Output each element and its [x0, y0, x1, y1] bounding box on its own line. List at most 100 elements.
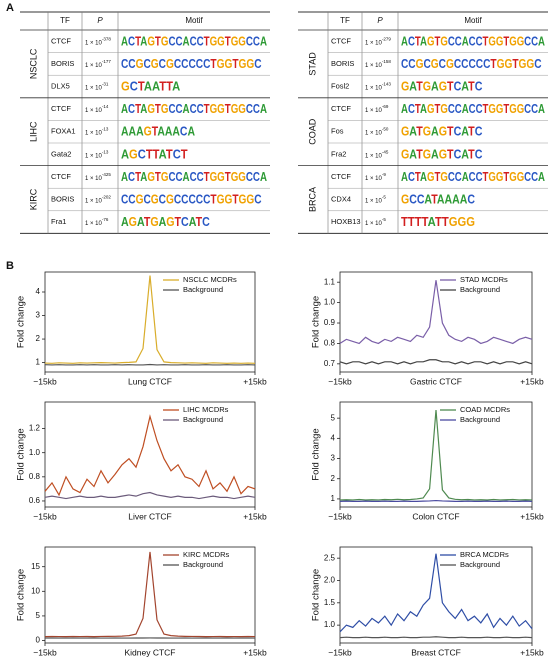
motif-base: G — [238, 34, 246, 49]
motif-base: G — [517, 102, 524, 117]
legend-label: LIHC MCDRs — [183, 405, 229, 414]
motif-base: C — [180, 124, 188, 139]
tf-name: Fosl2 — [331, 81, 349, 90]
p-exponent: -45 — [382, 149, 389, 154]
motif-base: T — [153, 147, 160, 162]
motif-base: C — [188, 192, 196, 207]
motif-base: T — [503, 169, 509, 184]
legend-label: STAD MCDRs — [460, 275, 508, 284]
motif-base: C — [469, 102, 476, 117]
motif-base: G — [401, 124, 409, 139]
motif-base: G — [217, 102, 225, 117]
p-base: 1 × 10 — [85, 108, 103, 114]
y-axis-label: Fold change — [16, 428, 27, 480]
motif-base: G — [504, 56, 512, 71]
p-base: 1 × 10 — [85, 175, 103, 181]
x-tick-label: +15kb — [520, 647, 544, 657]
motif-base: G — [439, 124, 447, 139]
motif-base: A — [260, 102, 267, 117]
motif-base: A — [461, 79, 469, 94]
motif-base: A — [420, 169, 427, 184]
p-value: 1 × 10-177 — [85, 59, 111, 68]
p-base: 1 × 10 — [85, 40, 103, 46]
motif-base: A — [129, 124, 137, 139]
y-tick-label: 3 — [36, 311, 41, 320]
motif-base: C — [476, 102, 483, 117]
motif-base: A — [401, 34, 408, 49]
motif-base: C — [130, 79, 139, 94]
motif-base: A — [538, 102, 545, 117]
motif-base: G — [147, 102, 155, 117]
motif-base: A — [420, 34, 427, 49]
motif-base: A — [538, 169, 545, 184]
motif-base: C — [531, 34, 538, 49]
motif-base: C — [476, 56, 484, 71]
p-base: 1 × 10 — [365, 221, 383, 227]
x-tick-label: +15kb — [520, 511, 544, 521]
motif-base: G — [431, 56, 439, 71]
motif-base: T — [146, 147, 153, 162]
y-tick-label: 1.0 — [29, 448, 41, 457]
motif-base: T — [415, 215, 422, 230]
motif-base: C — [175, 102, 182, 117]
motif-base: G — [423, 79, 431, 94]
motif-base: A — [159, 147, 168, 162]
x-axis-label: Breast CTCF — [411, 647, 461, 657]
motif-base: T — [503, 102, 509, 117]
motif-base: T — [175, 215, 182, 230]
motif-base: C — [454, 124, 462, 139]
motif-logo: CCGCGCGCCCCCTGGTGGC — [121, 192, 262, 207]
motif-base: G — [238, 169, 246, 184]
p-value: 1 × 10-13 — [85, 149, 109, 158]
motif-base: G — [246, 56, 254, 71]
p-base: 1 × 10 — [85, 130, 103, 136]
motif-base: G — [440, 34, 447, 49]
motif-base: A — [461, 124, 469, 139]
motif-base: G — [161, 169, 169, 184]
motif-base: G — [121, 79, 130, 94]
motif-logo: TTTTATTGGG — [401, 215, 475, 230]
motif-base: A — [538, 34, 545, 49]
motif-base: G — [161, 34, 169, 49]
motif-base: T — [225, 169, 231, 184]
motif-base: C — [483, 56, 491, 71]
motif-base: A — [187, 124, 195, 139]
motif-base: A — [157, 124, 165, 139]
p-exponent: -158 — [382, 59, 392, 64]
motif-base: G — [427, 169, 434, 184]
p-base: 1 × 10 — [365, 198, 383, 204]
motif-logo: CCGCGCGCCCCCTGGTGGC — [121, 56, 262, 71]
motif-base: G — [446, 56, 454, 71]
legend-label: Background — [183, 560, 223, 569]
motif-base: T — [232, 192, 238, 207]
motif-base: C — [246, 169, 253, 184]
motif-base: T — [166, 79, 173, 94]
y-tick-label: 1 — [331, 494, 336, 503]
y-tick-label: 2 — [36, 334, 41, 343]
y-tick-label: 5 — [36, 611, 41, 620]
motif-base: A — [452, 192, 460, 207]
p-value: 1 × 10-13 — [85, 127, 109, 136]
motif-base: C — [439, 56, 447, 71]
motif-base: A — [409, 147, 417, 162]
data-line — [339, 553, 533, 633]
plot-frame — [339, 271, 533, 373]
motif-base: C — [174, 56, 182, 71]
y-tick-label: 0.8 — [324, 339, 336, 348]
motif-logo: GCCATAAAAC — [401, 192, 475, 207]
motif-base: G — [217, 192, 225, 207]
plot-frame — [44, 401, 256, 508]
motif-base: G — [509, 102, 516, 117]
motif-base: G — [466, 215, 475, 230]
y-tick-label: 1.1 — [324, 277, 336, 286]
motif-base: T — [144, 215, 151, 230]
motif-base: T — [155, 34, 161, 49]
motif-base: T — [210, 56, 216, 71]
motif-base: G — [239, 56, 247, 71]
y-tick-label: 1.2 — [29, 424, 41, 433]
motif-base: G — [509, 34, 516, 49]
motif-base: G — [239, 192, 247, 207]
motif-base: C — [168, 169, 175, 184]
legend-label: Background — [460, 415, 500, 424]
motif-base: T — [447, 79, 454, 94]
